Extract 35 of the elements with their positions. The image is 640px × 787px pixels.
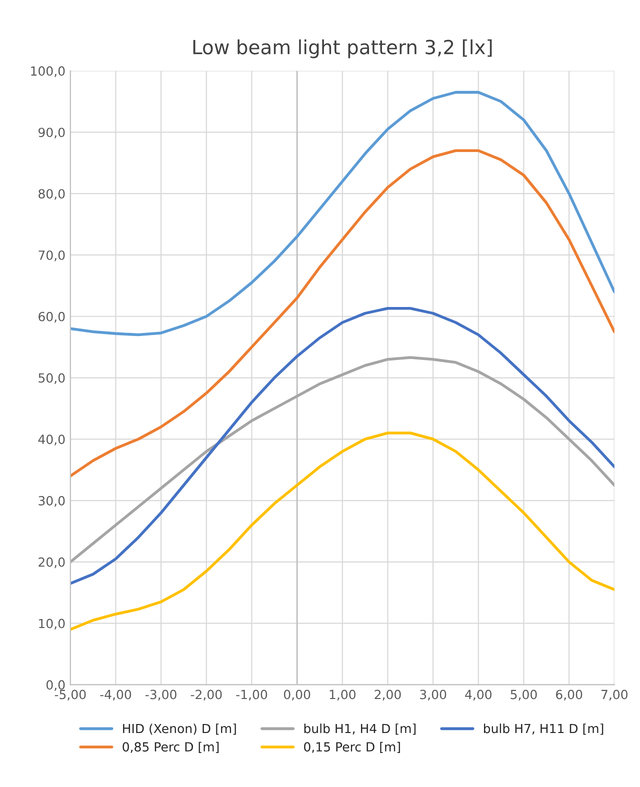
x-tick-label: -5,00 bbox=[54, 690, 86, 700]
y-tick-label: 90,0 bbox=[38, 128, 65, 138]
y-tick-label: 10,0 bbox=[39, 618, 65, 630]
x-tick-label: -3,00 bbox=[146, 690, 176, 700]
x-tick-label: 2,00 bbox=[374, 690, 401, 700]
y-tick-label: 100,0 bbox=[31, 66, 65, 78]
chart-title: Low beam light pattern 3,2 [lx] bbox=[193, 39, 492, 58]
x-tick-label: -4,00 bbox=[100, 690, 132, 700]
line-series bbox=[70, 90, 614, 336]
line-series bbox=[70, 307, 614, 585]
x-tick-label: 1,00 bbox=[330, 690, 356, 700]
line-series bbox=[70, 149, 614, 478]
y-tick-label: 80,0 bbox=[38, 189, 65, 200]
x-tick-label: 4,00 bbox=[465, 690, 492, 700]
x-tick-label: -2,00 bbox=[190, 690, 222, 700]
line-series bbox=[70, 356, 614, 564]
y-tick-label: 60,0 bbox=[38, 312, 65, 323]
y-tick-label: 40,0 bbox=[38, 434, 65, 446]
x-tick-label: -1,00 bbox=[236, 690, 268, 700]
legend-label: bulb H1, H4 D [m] bbox=[304, 724, 416, 735]
x-tick-label: 6,00 bbox=[556, 690, 582, 700]
x-tick-label: 7,00 bbox=[602, 690, 628, 700]
y-tick-label: 0,0 bbox=[46, 680, 65, 691]
y-tick-label: 20,0 bbox=[38, 557, 65, 568]
y-tick-label: 50,0 bbox=[38, 373, 65, 384]
legend-label: 0,85 Perc D [m] bbox=[122, 742, 219, 754]
legend-label: 0,15 Perc D [m] bbox=[304, 742, 400, 754]
y-tick-label: 70,0 bbox=[38, 250, 65, 262]
legend-label: HID (Xenon) D [m] bbox=[123, 724, 236, 735]
x-tick-label: 3,00 bbox=[420, 690, 446, 700]
x-tick-label: 0,00 bbox=[284, 690, 310, 700]
y-tick-label: 30,0 bbox=[38, 496, 65, 507]
x-tick-label: 5,00 bbox=[510, 690, 537, 700]
legend-label: bulb H7, H11 D [m] bbox=[484, 724, 604, 735]
line-series bbox=[70, 432, 614, 631]
